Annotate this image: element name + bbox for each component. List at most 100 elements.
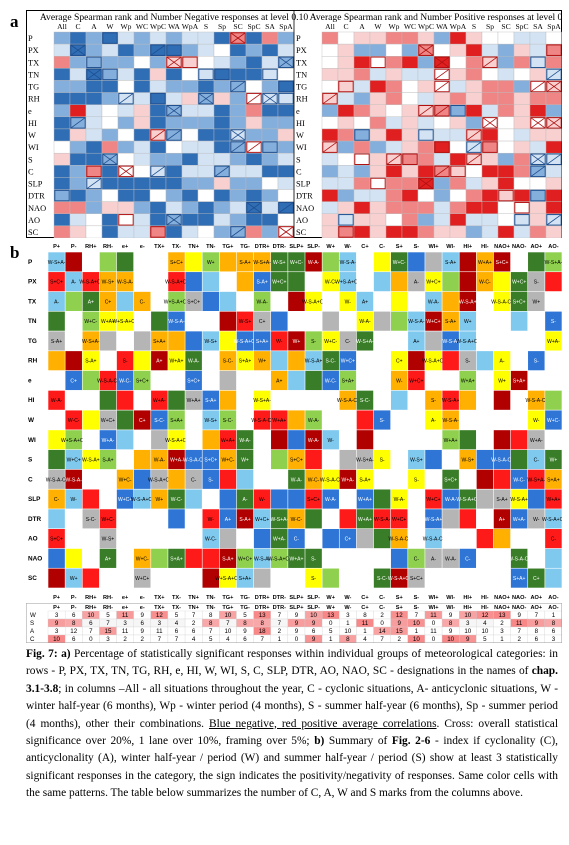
table-cell-value: 6	[312, 628, 316, 635]
heatmap-column-label: All	[57, 22, 67, 31]
grid-column-label-bottom: SLP-	[307, 595, 320, 601]
heatmap-cell	[213, 189, 231, 202]
heatmap-cell	[181, 43, 199, 57]
heatmap-cell	[385, 31, 403, 45]
grid-cell	[168, 469, 185, 489]
grid-cell	[219, 331, 237, 351]
grid-cell	[236, 529, 254, 549]
heatmap-cell	[133, 213, 151, 227]
grid-cell	[151, 529, 168, 549]
heatmap-cell	[85, 165, 103, 178]
grid-cell-code: W-S-A+	[82, 458, 100, 464]
heatmap-cell	[529, 104, 547, 118]
grid-cell-code: W-S-A-C-	[251, 418, 273, 424]
grid-cell	[288, 548, 305, 568]
grid-cell	[425, 509, 442, 529]
grid-cell	[493, 548, 511, 568]
grid-cell	[510, 489, 528, 509]
grid-cell	[133, 568, 151, 588]
grid-cell-code: S-	[311, 339, 316, 345]
heatmap-cell	[69, 225, 87, 238]
heatmap-cell	[369, 213, 387, 227]
heatmap-cell	[101, 56, 119, 69]
heatmap-cell	[369, 80, 387, 93]
heatmap-cell	[353, 201, 371, 214]
grid-cell	[99, 529, 117, 549]
table-header-cell: DTR-	[273, 605, 286, 611]
heatmap-cell	[117, 201, 135, 214]
grid-row-label: TN	[28, 318, 37, 325]
grid-cell	[510, 529, 528, 549]
grid-cell-code: W+C+	[238, 556, 252, 562]
grid-cell-code: W+C-	[221, 458, 234, 464]
grid-cell-code: W+A-	[153, 398, 166, 404]
heatmap-cell	[277, 31, 295, 45]
grid-cell	[493, 529, 511, 549]
heatmap-cell	[181, 225, 199, 238]
heatmap-cell	[545, 43, 562, 57]
grid-cell	[339, 469, 357, 489]
grid-cell	[236, 410, 254, 430]
grid-cell	[373, 568, 391, 588]
caption-a-label: a)	[61, 648, 71, 660]
table-cell-value: 7	[226, 620, 230, 627]
grid-cell	[151, 390, 168, 410]
grid-cell	[425, 449, 442, 470]
grid-cell	[339, 529, 357, 549]
grid-cell	[459, 410, 477, 430]
heatmap-cell	[401, 140, 419, 154]
grid-cell-code: C+	[345, 537, 352, 543]
heatmap-cell	[53, 92, 71, 105]
grid-cell	[528, 410, 545, 430]
grid-cell	[236, 548, 254, 568]
heatmap-cell	[277, 165, 295, 178]
panel-b-label: b	[10, 243, 20, 262]
grid-cell	[271, 351, 288, 371]
heatmap-cell	[197, 225, 215, 238]
table-cell-value: 10	[481, 628, 488, 635]
grid-cell-code: W-S-A+C-	[165, 438, 188, 444]
grid-cell	[459, 311, 477, 331]
grid-cell	[305, 509, 322, 529]
grid-cell-code: W-S+	[461, 458, 474, 464]
heatmap-cell	[149, 116, 167, 130]
grid-cell	[65, 449, 82, 470]
heatmap-cell	[337, 225, 355, 238]
heatmap-cell	[69, 68, 87, 81]
heatmap-cell	[181, 165, 199, 178]
grid-cell	[356, 370, 374, 391]
grid-cell-code: S+A+	[256, 339, 269, 345]
table-cell-value: 13	[327, 612, 334, 619]
heatmap-row-label: TN	[28, 70, 39, 79]
heatmap-cell	[513, 225, 531, 238]
heatmap-cell	[513, 140, 531, 154]
grid-column-label: TG+	[222, 244, 234, 250]
heatmap-cell	[497, 140, 515, 154]
grid-column-label-bottom: S-	[414, 595, 420, 601]
grid-cell	[65, 291, 82, 311]
grid-column-label-bottom: TX+	[154, 595, 165, 601]
heatmap-cell	[53, 189, 71, 202]
grid-cell	[305, 370, 322, 391]
grid-cell	[99, 410, 117, 430]
heatmap-cell	[401, 68, 419, 81]
heatmap-cell	[529, 225, 547, 238]
table-cell-value: 7	[175, 636, 179, 643]
heatmap-cell	[337, 116, 355, 130]
grid-cell	[425, 568, 442, 588]
grid-cell	[236, 331, 254, 351]
table-cell-value: 3	[466, 620, 470, 627]
heatmap-column-label: WpC	[150, 22, 166, 31]
grid-cell	[288, 272, 305, 292]
grid-cell	[339, 311, 357, 331]
heatmap-cell	[513, 80, 531, 93]
grid-cell	[476, 311, 494, 331]
table-cell-value: 10	[464, 612, 471, 619]
heatmap-cell	[369, 225, 387, 238]
grid-cell-code: W+A+	[358, 517, 372, 523]
grid-cell	[236, 568, 254, 588]
heatmap-cell	[213, 128, 231, 142]
grid-column-label-bottom: WI-	[446, 595, 455, 601]
grid-cell-code: W+A+	[461, 378, 475, 384]
grid-cell	[185, 311, 202, 331]
